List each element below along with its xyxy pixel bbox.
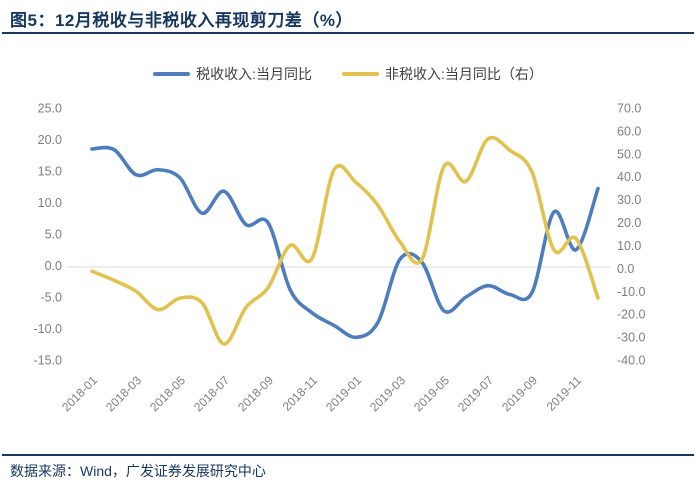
- svg-text:2019-03: 2019-03: [367, 373, 408, 414]
- svg-text:5.0: 5.0: [45, 228, 62, 242]
- footer-divider: [2, 454, 694, 456]
- svg-text:-40.0: -40.0: [617, 354, 646, 368]
- svg-text:10.0: 10.0: [617, 239, 641, 253]
- svg-text:10.0: 10.0: [38, 196, 62, 210]
- svg-text:15.0: 15.0: [38, 165, 62, 179]
- svg-text:60.0: 60.0: [617, 124, 641, 138]
- svg-text:2019-07: 2019-07: [455, 373, 496, 414]
- svg-text:0.0: 0.0: [617, 262, 634, 276]
- svg-text:20.0: 20.0: [617, 216, 641, 230]
- svg-text:70.0: 70.0: [617, 102, 641, 116]
- legend-item-nontax: 非税收入:当月同比（右）: [342, 64, 543, 84]
- svg-text:-30.0: -30.0: [617, 331, 646, 345]
- figure-title: 图5：12月税收与非税收入再现剪刀差（%）: [10, 11, 353, 30]
- x-axis-labels: 2018-01 2018-03 2018-05 2018-07 2018-09 2018-…: [59, 373, 584, 414]
- svg-text:25.0: 25.0: [38, 102, 62, 116]
- svg-text:2018-03: 2018-03: [103, 373, 144, 414]
- svg-text:-20.0: -20.0: [617, 308, 646, 322]
- nontax-series-line: [90, 135, 600, 346]
- legend-item-tax: 税收收入:当月同比: [153, 64, 312, 84]
- svg-text:2018-05: 2018-05: [147, 373, 188, 414]
- svg-text:2018-11: 2018-11: [280, 373, 321, 414]
- svg-text:-5.0: -5.0: [40, 291, 62, 305]
- nontax-series-swatch: [342, 72, 379, 76]
- data-source-note: 数据来源：Wind，广发证券发展研究中心: [10, 463, 266, 479]
- svg-text:2018-07: 2018-07: [191, 373, 232, 414]
- svg-text:0.0: 0.0: [45, 259, 62, 273]
- svg-text:50.0: 50.0: [617, 147, 641, 161]
- chart-legend: 税收收入:当月同比 非税收入:当月同比（右）: [0, 64, 696, 84]
- svg-text:30.0: 30.0: [617, 193, 641, 207]
- tax-series-line: [90, 145, 600, 340]
- left-axis-labels: 25.0 20.0 15.0 10.0 5.0 0.0 -5.0 -10.0 -15.0: [34, 102, 63, 368]
- svg-text:2019-01: 2019-01: [323, 373, 364, 414]
- right-axis-labels: 70.0 60.0 50.0 40.0 30.0 20.0 10.0 0.0 -10.0 -20.…: [617, 102, 646, 368]
- svg-text:2018-01: 2018-01: [59, 373, 100, 414]
- legend-label-tax: 税收收入:当月同比: [196, 66, 312, 82]
- title-divider: [2, 32, 694, 34]
- svg-text:2019-09: 2019-09: [499, 373, 540, 414]
- svg-text:20.0: 20.0: [38, 133, 62, 147]
- svg-text:-15.0: -15.0: [34, 354, 63, 368]
- tax-series-swatch: [153, 72, 191, 76]
- legend-label-nontax: 非税收入:当月同比（右）: [385, 66, 543, 82]
- svg-text:-10.0: -10.0: [34, 322, 63, 336]
- svg-text:-10.0: -10.0: [617, 285, 646, 299]
- svg-text:2018-09: 2018-09: [235, 373, 276, 414]
- svg-text:2019-11: 2019-11: [544, 373, 585, 414]
- svg-text:2019-05: 2019-05: [411, 373, 452, 414]
- svg-text:40.0: 40.0: [617, 170, 641, 184]
